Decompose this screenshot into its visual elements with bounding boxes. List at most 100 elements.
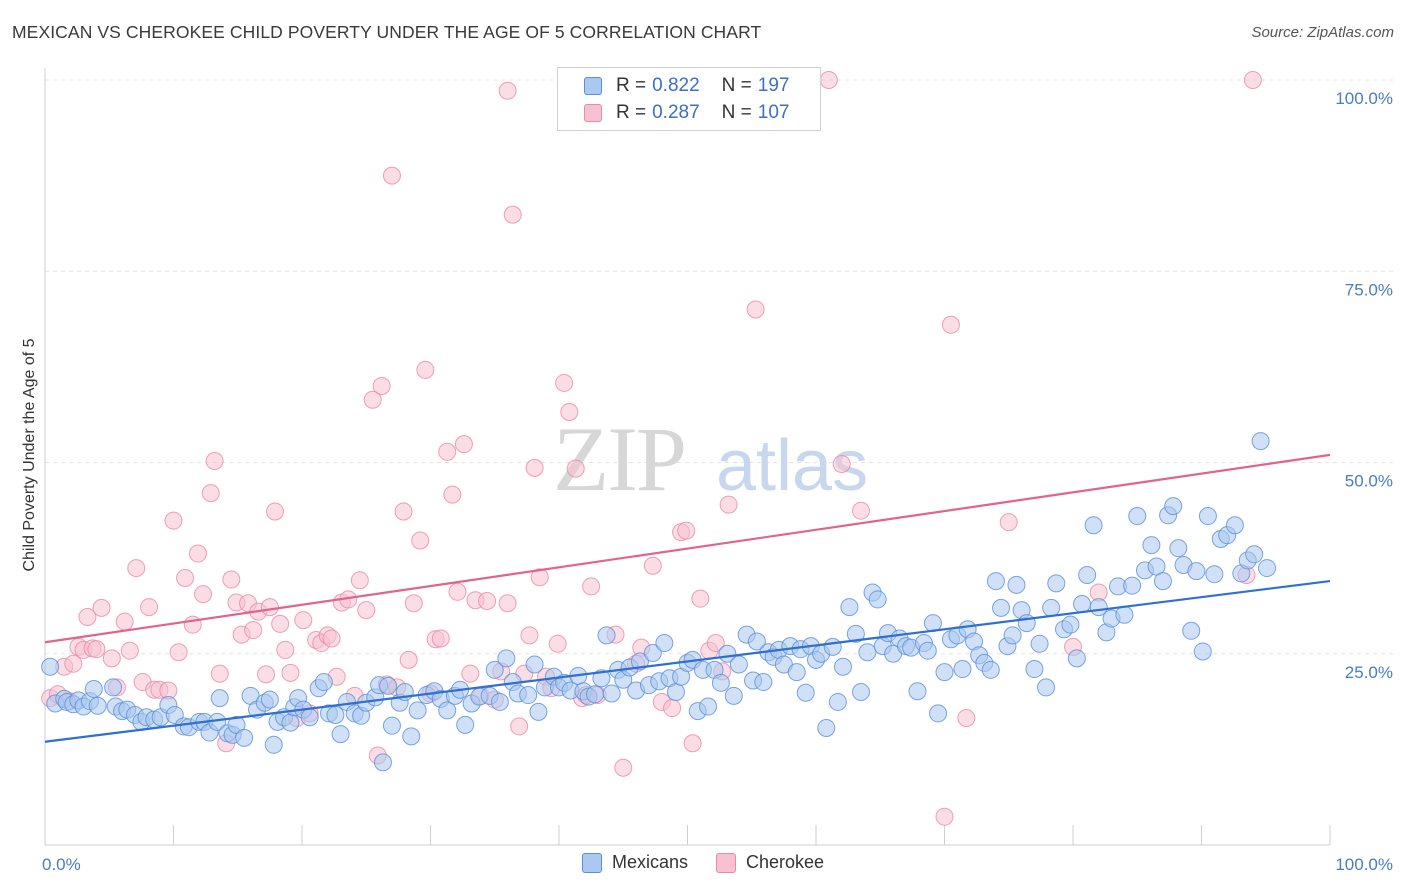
- cherokee-point: [169, 643, 188, 662]
- mexicans-point: [1258, 559, 1277, 578]
- cherokee-point: [643, 556, 662, 575]
- mexicans-point: [981, 660, 1000, 679]
- cherokee-point: [244, 621, 263, 640]
- cherokee-point: [443, 485, 462, 504]
- mexicans-point: [438, 701, 457, 720]
- mexicans-point: [868, 590, 887, 609]
- mexicans-point: [331, 725, 350, 744]
- cherokee-point: [431, 629, 450, 648]
- cherokee-legend-swatch: [715, 852, 736, 873]
- cherokee-point: [1243, 71, 1262, 89]
- mexicans-point: [382, 716, 401, 735]
- cherokee-point: [363, 390, 382, 409]
- mexicans-point: [1198, 507, 1217, 526]
- cherokee-point: [520, 626, 539, 645]
- cherokee-point: [183, 615, 202, 634]
- cherokee-point: [566, 459, 585, 478]
- mexicans-points: [41, 432, 1277, 772]
- mexicans-point: [529, 702, 548, 721]
- x-tick-label-min: 0.0%: [42, 855, 81, 874]
- mexicans-point: [1187, 562, 1206, 581]
- mexicans-point: [840, 598, 859, 617]
- cherokee-point: [294, 611, 313, 630]
- mexicans-point: [104, 678, 123, 697]
- mexicans-legend-swatch: [581, 852, 602, 873]
- cherokee-point: [819, 71, 838, 89]
- mexicans-point: [699, 697, 718, 716]
- watermark-zip: ZIP: [553, 408, 685, 510]
- cherokee-point: [205, 451, 224, 470]
- legend-row-cherokee: R = 0.287 N = 107: [584, 100, 789, 126]
- y-tick-label: 100.0%: [1335, 89, 1393, 108]
- correlation-legend: R = 0.822 N = 197 R = 0.287 N = 107: [557, 67, 821, 131]
- cherokee-point: [941, 315, 960, 334]
- legend-item-cherokee[interactable]: Cherokee: [715, 852, 824, 873]
- cherokee-point: [832, 455, 851, 474]
- mexicans-point: [1123, 576, 1142, 595]
- mexicans-point: [264, 735, 283, 754]
- cherokee-n-label: N =: [721, 102, 752, 123]
- mexicans-point: [88, 696, 107, 715]
- mexicans-point: [1169, 539, 1188, 558]
- cherokee-trend-line: [44, 453, 1331, 644]
- mexicans-point: [1153, 572, 1172, 591]
- cherokee-point: [102, 649, 121, 668]
- series-legend: Mexicans Cherokee: [0, 852, 1406, 873]
- cherokee-point: [188, 544, 207, 563]
- mexicans-r-value: 0.822: [652, 75, 700, 96]
- mexicans-point: [655, 634, 674, 653]
- mexicans-point: [1042, 598, 1061, 617]
- trend-lines: [44, 453, 1331, 743]
- mexicans-point: [485, 660, 504, 679]
- cherokee-point: [935, 807, 954, 826]
- cherokee-point: [164, 511, 183, 530]
- cherokee-point: [510, 717, 529, 736]
- cherokee-point: [719, 495, 738, 514]
- cherokee-point: [257, 665, 276, 684]
- cherokee-swatch: [584, 104, 602, 122]
- mexicans-point: [1003, 626, 1022, 645]
- mexicans-point: [858, 643, 877, 662]
- cherokee-point: [78, 608, 97, 627]
- y-tick-label: 50.0%: [1345, 472, 1393, 491]
- cherokee-point: [411, 531, 430, 550]
- cherokee-point: [530, 568, 549, 587]
- mexicans-point: [456, 715, 475, 734]
- mexicans-point: [525, 655, 544, 674]
- mexicans-point: [828, 692, 847, 711]
- mexicans-point: [918, 641, 937, 660]
- mexicans-point: [935, 663, 954, 682]
- mexicans-point: [711, 673, 730, 692]
- mexicans-point: [84, 679, 103, 698]
- mexicans-point: [602, 684, 621, 703]
- mexicans-point: [314, 673, 333, 692]
- mexicans-point: [1164, 497, 1183, 516]
- mexicans-trend-line: [44, 579, 1331, 743]
- mexicans-point: [908, 682, 927, 701]
- mexicans-point: [796, 683, 815, 702]
- mexicans-point: [754, 673, 773, 692]
- mexicans-point: [1072, 595, 1091, 614]
- mexicans-point: [260, 690, 279, 709]
- cherokee-point: [498, 81, 517, 100]
- mexicans-point: [1037, 678, 1056, 697]
- mexicans-n-value: 197: [757, 75, 790, 96]
- cherokee-point: [548, 634, 567, 653]
- cherokee-point: [271, 614, 290, 633]
- mexicans-point: [1078, 565, 1097, 584]
- cherokee-point: [394, 502, 413, 521]
- cherokee-point: [448, 582, 467, 601]
- cherokee-point: [322, 629, 341, 648]
- y-tick-labels: 25.0% 50.0% 75.0% 100.0%: [1335, 89, 1393, 682]
- cherokee-point: [92, 598, 111, 617]
- cherokee-point: [560, 403, 579, 422]
- mexicans-point: [724, 686, 743, 705]
- legend-item-mexicans[interactable]: Mexicans: [581, 852, 688, 873]
- mexicans-point: [729, 655, 748, 674]
- axes: [44, 68, 1331, 846]
- mexicans-point: [1084, 516, 1103, 535]
- cherokee-point: [115, 612, 134, 631]
- cherokee-point: [210, 664, 229, 683]
- cherokee-point: [266, 502, 285, 521]
